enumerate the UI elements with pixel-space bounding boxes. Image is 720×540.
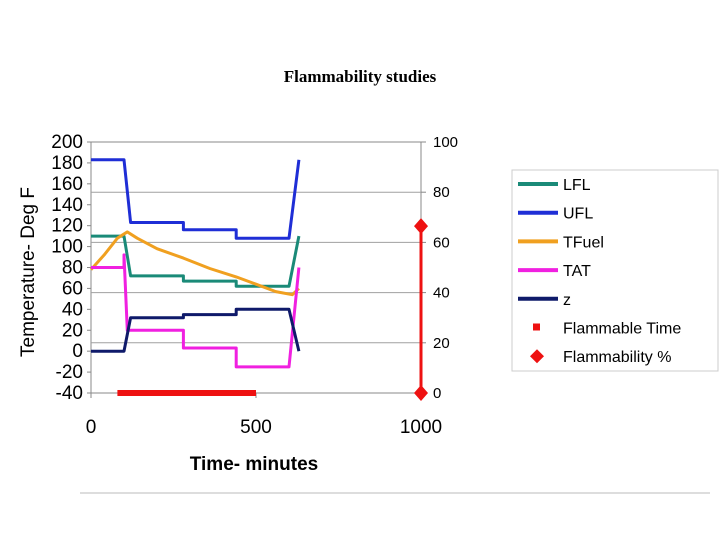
x-axis-ticks: 0 500 1000 <box>86 393 442 438</box>
y-tick-label: 60 <box>62 278 83 299</box>
series-line-tat <box>91 253 301 369</box>
y-axis-label: Temperature- Deg F <box>18 187 39 357</box>
y-tick-label: 100 <box>51 237 83 258</box>
legend-label-flammable-time: Flammable Time <box>563 321 681 338</box>
legend-label-tat: TAT <box>563 263 591 280</box>
x-tick-label: 500 <box>240 417 272 438</box>
x-axis-label: Time- minutes <box>190 454 318 475</box>
y-tick-label: -40 <box>56 383 83 404</box>
y2-tick-label: 80 <box>433 184 450 201</box>
series-line-lfl <box>91 234 301 288</box>
legend-label-z: z <box>563 292 571 309</box>
y-tick-label: 140 <box>51 195 83 216</box>
series-line-z <box>91 307 301 353</box>
x-tick-label: 1000 <box>400 417 442 438</box>
legend: LFL UFL TFuel TAT z Flammable Time Flammabilit… <box>518 177 681 366</box>
y-tick-label: -20 <box>56 362 83 383</box>
series-lines <box>89 158 428 401</box>
y2-tick-label: 60 <box>433 234 450 251</box>
series-line-tfuel <box>89 230 300 297</box>
legend-label-lfl: LFL <box>563 177 591 194</box>
chart-title: Flammability studies <box>284 67 437 86</box>
y-tick-label: 120 <box>51 216 83 237</box>
y-tick-label: 80 <box>62 258 83 279</box>
data-point-flammability- <box>414 218 428 235</box>
legend-marker-flammable-time <box>533 323 540 331</box>
legend-label-tfuel: TFuel <box>563 234 604 251</box>
y-tick-label: 20 <box>62 320 83 341</box>
plot-area <box>90 141 422 394</box>
y-tick-label: 160 <box>51 174 83 195</box>
data-point-flammability- <box>414 385 428 401</box>
secondary-y-axis-ticks: 100 80 60 40 20 0 <box>421 134 458 402</box>
series-line-ufl <box>91 158 301 240</box>
y-tick-label: 180 <box>51 153 83 174</box>
y-tick-label: 40 <box>62 299 83 320</box>
y-tick-label: 200 <box>51 132 83 153</box>
x-tick-label: 0 <box>86 417 97 438</box>
y2-tick-label: 100 <box>433 134 458 151</box>
legend-label-ufl: UFL <box>563 206 593 223</box>
y2-tick-label: 0 <box>433 385 441 402</box>
legend-label-flammability-: Flammability % <box>563 349 671 366</box>
y2-tick-label: 20 <box>433 335 450 352</box>
y2-tick-label: 40 <box>433 285 450 302</box>
y-tick-label: 0 <box>72 341 83 362</box>
legend-marker-flammability- <box>530 349 544 364</box>
